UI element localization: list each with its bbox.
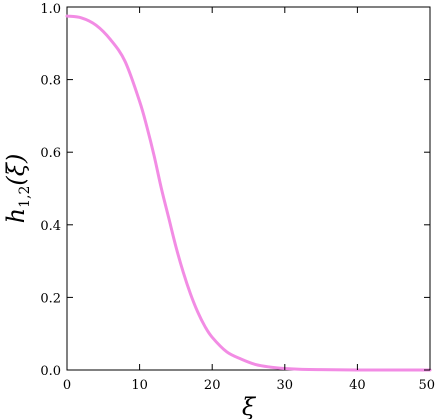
x-tick-label: 40 — [349, 378, 366, 393]
y-tick-label: 1.0 — [40, 2, 61, 17]
x-tick-label: 0 — [63, 378, 71, 393]
series-line — [65, 14, 432, 372]
plot-area: 0 10 20 30 40 50 0.0 0.2 0.4 0.6 0.8 1.0 — [40, 2, 435, 393]
y-tick-label: 0.4 — [40, 219, 61, 234]
x-tick-label: 50 — [418, 378, 435, 393]
y-axis-label: h1,2(ξ) — [2, 154, 33, 224]
y-axis-ticks: 0.0 0.2 0.4 0.6 0.8 1.0 — [40, 2, 430, 379]
x-tick-label: 30 — [277, 378, 294, 393]
y-tick-label: 0.0 — [40, 364, 61, 379]
y-tick-label: 0.6 — [40, 146, 61, 161]
series-layer — [65, 14, 432, 372]
plot-frame — [66, 6, 431, 371]
x-axis-ticks: 0 10 20 30 40 50 — [63, 7, 435, 393]
y-tick-label: 0.8 — [40, 74, 61, 89]
y-axis-label-argument: (ξ) — [2, 154, 30, 186]
x-tick-label: 10 — [131, 378, 148, 393]
y-axis-label-main: h — [2, 208, 30, 223]
y-tick-label: 0.2 — [40, 291, 61, 306]
x-tick-label: 20 — [204, 378, 221, 393]
x-axis-label: ξ — [242, 393, 257, 419]
y-axis-label-subscript: 1,2 — [17, 186, 33, 208]
